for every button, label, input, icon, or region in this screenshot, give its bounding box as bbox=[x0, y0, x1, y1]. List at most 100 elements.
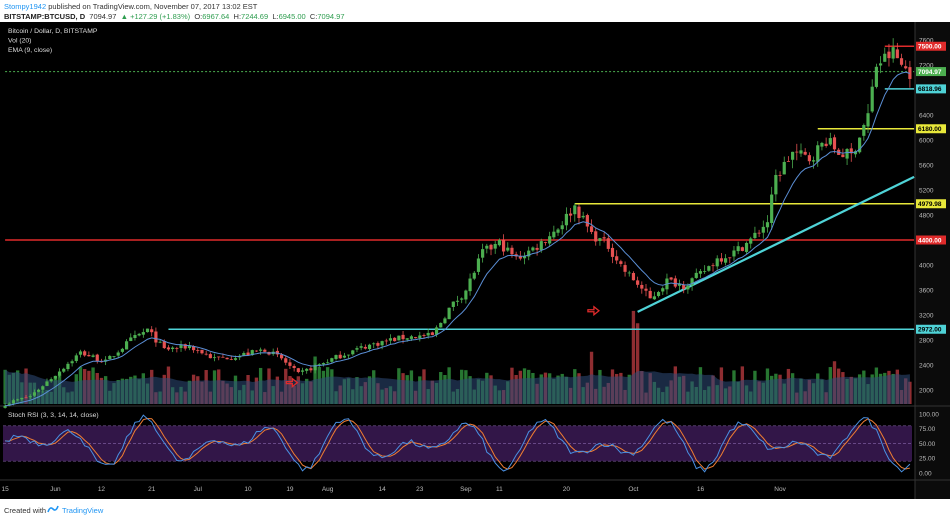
tradingview-link[interactable]: TradingView bbox=[62, 506, 104, 515]
candle bbox=[799, 143, 803, 157]
x-tick-label: 12 bbox=[98, 486, 106, 493]
price-tick-label: 2400 bbox=[919, 362, 934, 369]
candle bbox=[765, 215, 770, 233]
candle bbox=[166, 345, 171, 351]
candle-body bbox=[225, 357, 229, 360]
candle-body bbox=[552, 231, 556, 238]
candle-body bbox=[644, 288, 648, 291]
candle-body bbox=[858, 137, 862, 153]
candle-body bbox=[606, 238, 610, 249]
candle-body bbox=[296, 368, 300, 373]
candle bbox=[677, 279, 682, 291]
rsi-k-line bbox=[5, 414, 911, 473]
tradingview-logo-icon bbox=[47, 505, 59, 513]
candle bbox=[878, 56, 883, 74]
candle bbox=[326, 359, 330, 364]
candle bbox=[468, 273, 472, 296]
candle bbox=[682, 281, 686, 294]
candle bbox=[351, 349, 355, 356]
candle-body bbox=[124, 341, 129, 350]
candle-body bbox=[791, 151, 795, 160]
candle bbox=[870, 79, 874, 113]
candle-body bbox=[476, 258, 481, 272]
candle bbox=[187, 341, 191, 351]
created-with-label: Created with bbox=[4, 506, 47, 515]
author-link[interactable]: Stompy1942 bbox=[4, 2, 47, 11]
candle-body bbox=[648, 290, 652, 299]
candle-body bbox=[610, 247, 615, 257]
candle-body bbox=[32, 392, 37, 396]
price-chart[interactable]: 2000240028003200360040004400480052005600… bbox=[0, 22, 950, 499]
candle bbox=[569, 207, 573, 223]
candle-body bbox=[7, 403, 11, 406]
volume-bar bbox=[635, 323, 640, 404]
candle-body bbox=[740, 247, 744, 251]
candle-body bbox=[66, 363, 70, 370]
candle-body bbox=[393, 337, 397, 342]
close-label: C: bbox=[309, 12, 318, 21]
candle bbox=[309, 365, 313, 373]
candle-body bbox=[615, 256, 619, 261]
rsi-tick-label: 50.00 bbox=[919, 441, 936, 448]
x-tick-label: Nov bbox=[774, 486, 786, 493]
candle bbox=[355, 345, 359, 353]
candle-body bbox=[703, 271, 707, 272]
price-tick-label: 2800 bbox=[919, 337, 934, 344]
candle-body bbox=[619, 261, 623, 264]
candle bbox=[460, 297, 464, 304]
candle-body bbox=[895, 49, 899, 59]
close-value: 7094.97 bbox=[317, 12, 345, 21]
candle bbox=[87, 351, 91, 357]
candle-body bbox=[887, 51, 891, 59]
candle bbox=[656, 290, 661, 298]
candle bbox=[112, 355, 116, 360]
candle-body bbox=[83, 351, 87, 356]
legend-entry: EMA (9, close) bbox=[8, 47, 52, 54]
candle-body bbox=[577, 206, 581, 219]
candle bbox=[795, 143, 799, 161]
candle-body bbox=[434, 327, 439, 335]
candle bbox=[753, 226, 757, 240]
candle-body bbox=[728, 257, 732, 259]
candle-body bbox=[510, 247, 514, 255]
level-badge-label: 4979.98 bbox=[918, 201, 942, 208]
candle-body bbox=[346, 354, 351, 356]
candle bbox=[497, 238, 501, 247]
candle-body bbox=[543, 242, 548, 243]
candle bbox=[703, 265, 707, 274]
candle bbox=[556, 228, 560, 236]
candle-body bbox=[37, 389, 41, 392]
candle-body bbox=[522, 255, 527, 259]
candle bbox=[895, 42, 899, 59]
candle bbox=[623, 261, 627, 277]
candle-body bbox=[669, 277, 673, 280]
candle-body bbox=[108, 355, 112, 360]
candle bbox=[74, 353, 78, 363]
candle-body bbox=[799, 150, 803, 154]
candle-body bbox=[556, 229, 560, 233]
candle-body bbox=[279, 354, 284, 359]
candle-body bbox=[715, 258, 719, 267]
candle-body bbox=[489, 244, 493, 250]
x-tick-label: Aug bbox=[322, 486, 334, 493]
candle-body bbox=[116, 352, 120, 356]
candle bbox=[644, 283, 648, 297]
level-badge-label: 7094.97 bbox=[918, 69, 942, 76]
candle-body bbox=[753, 232, 757, 239]
candle-body bbox=[849, 148, 853, 154]
candle bbox=[602, 232, 606, 243]
candle-body bbox=[154, 331, 158, 343]
candle bbox=[887, 43, 891, 67]
level-badge bbox=[916, 41, 946, 51]
candle-body bbox=[137, 333, 141, 336]
price-tick-label: 4800 bbox=[919, 212, 934, 219]
candle-body bbox=[501, 239, 506, 252]
ema-line bbox=[5, 71, 911, 407]
candle-body bbox=[380, 341, 384, 346]
chart-header: Stompy1942 published on TradingView.com,… bbox=[0, 0, 950, 22]
candle bbox=[589, 219, 594, 235]
candle-body bbox=[87, 354, 91, 357]
candle-body bbox=[372, 343, 376, 345]
candle-body bbox=[309, 368, 313, 371]
candle bbox=[874, 63, 878, 89]
